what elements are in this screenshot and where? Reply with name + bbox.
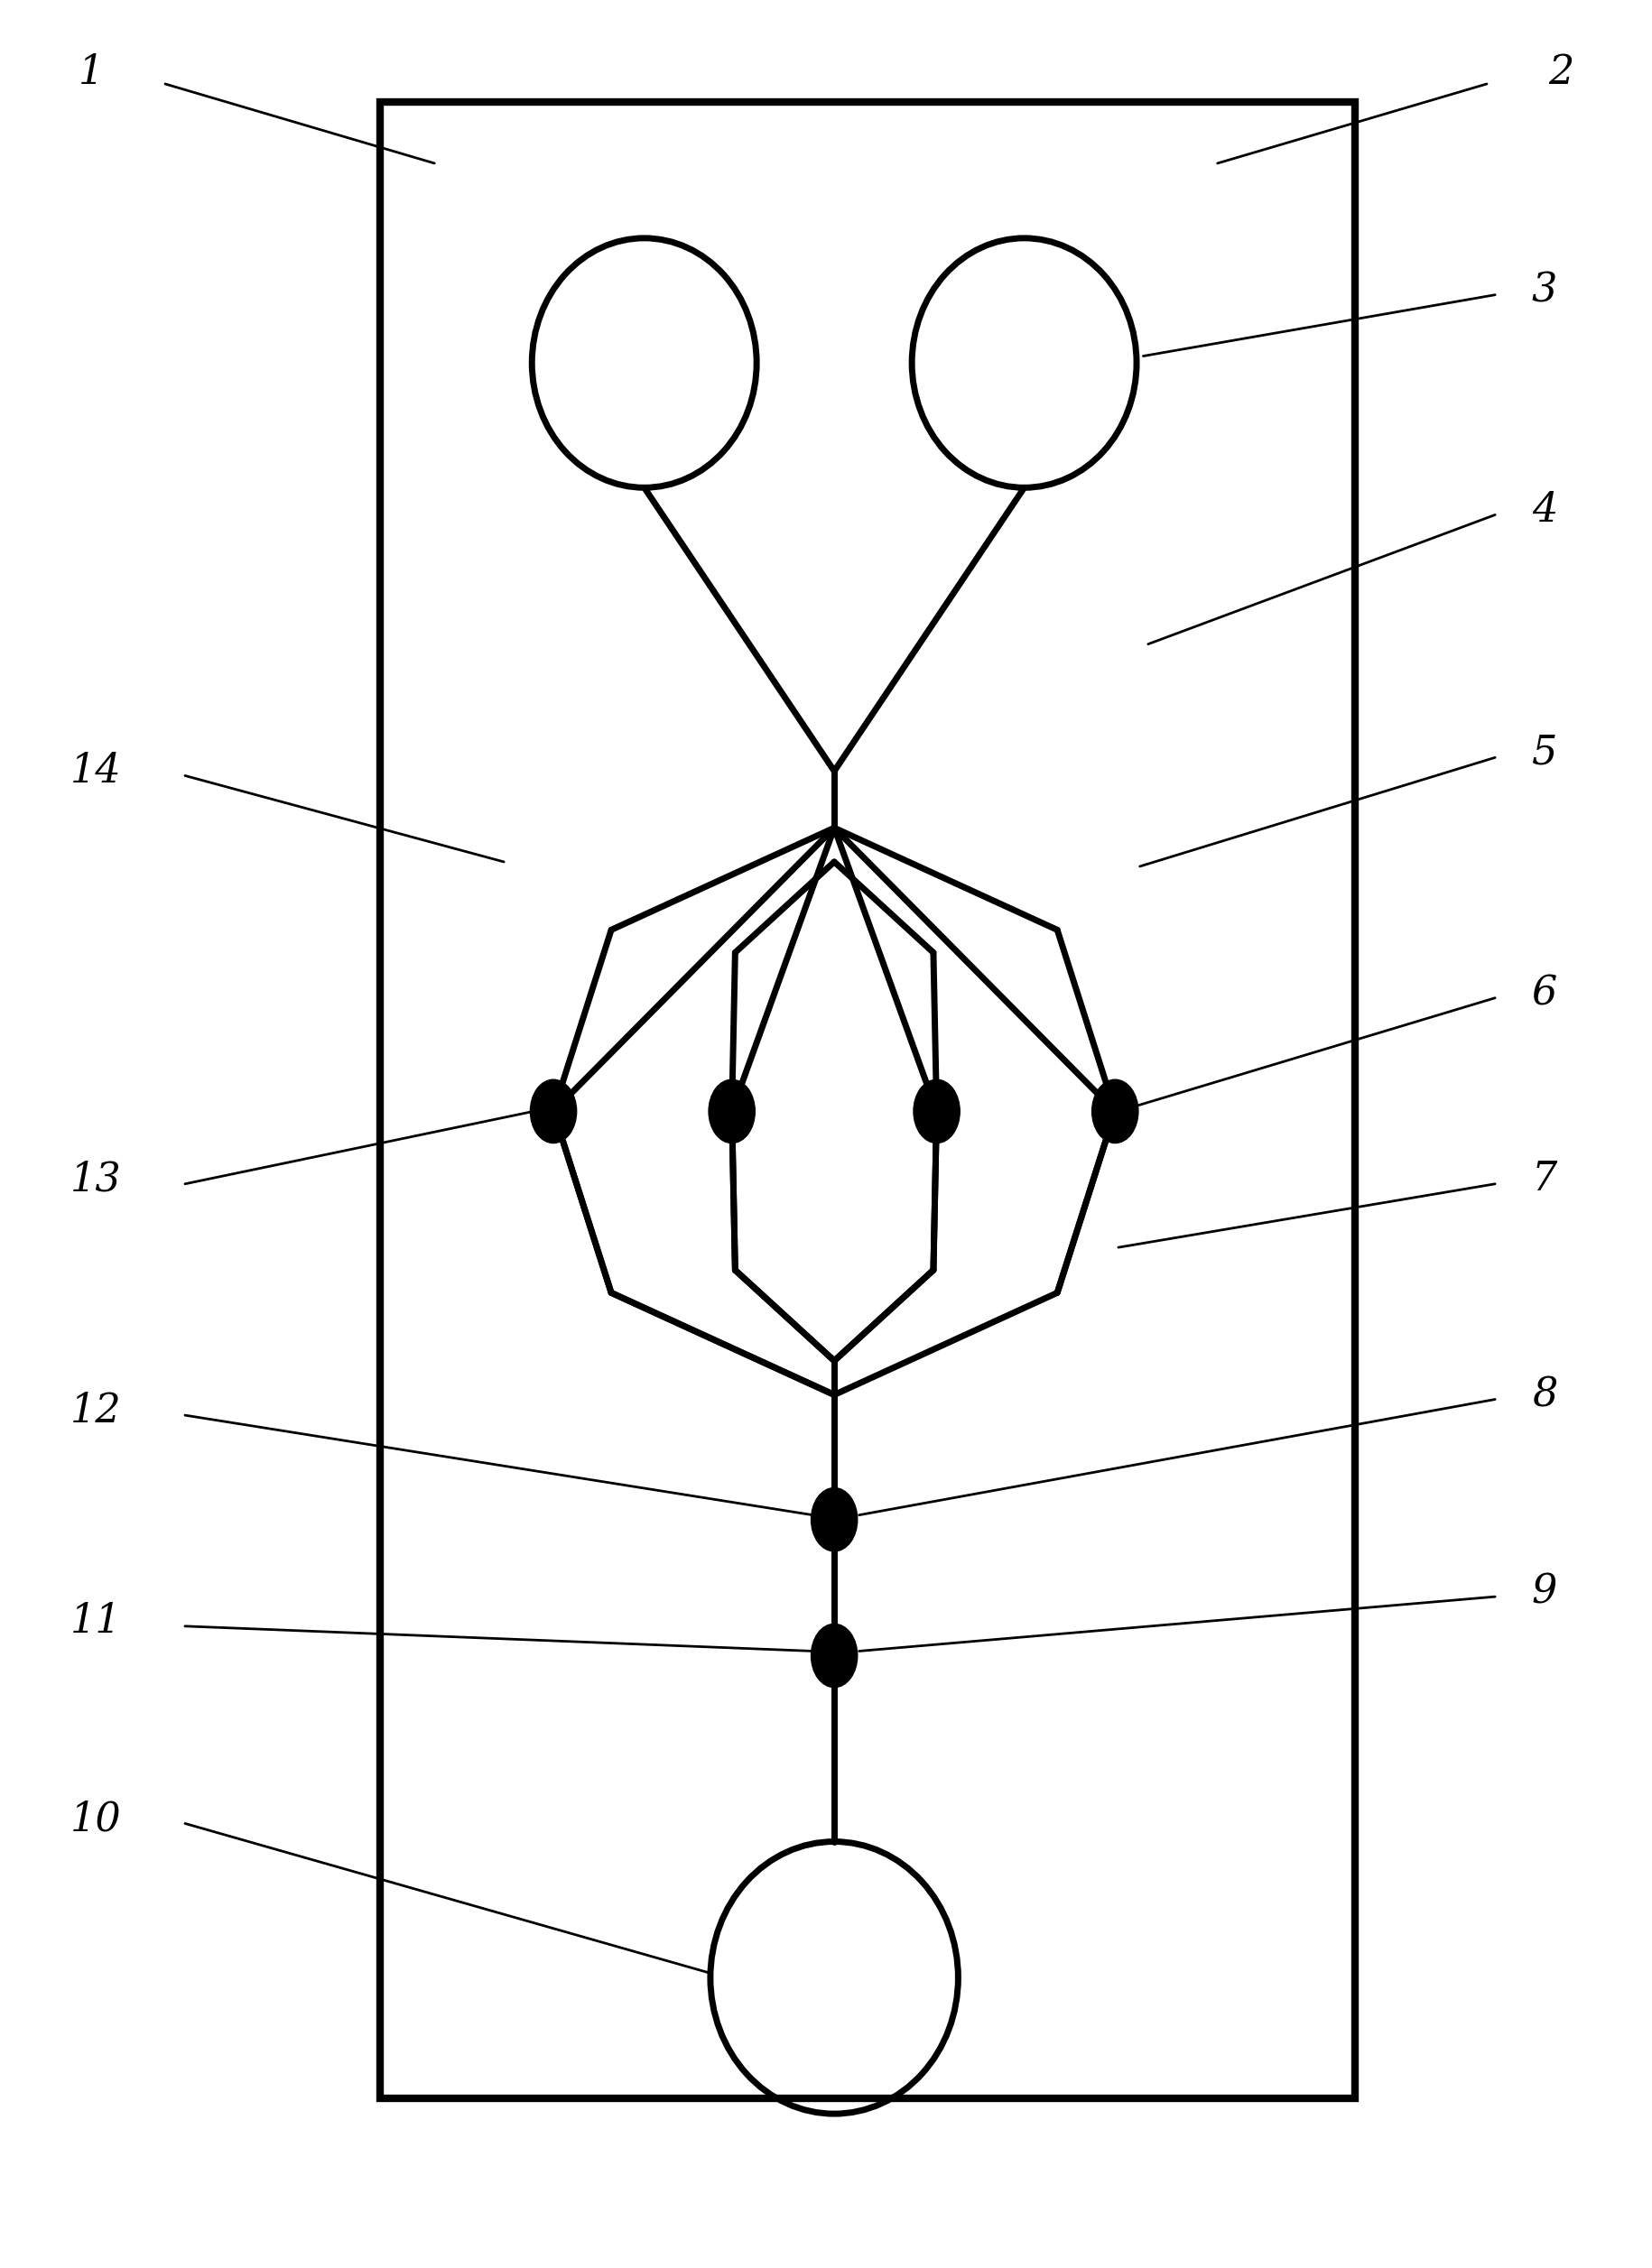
Text: 1: 1 (78, 52, 104, 93)
Circle shape (530, 1080, 577, 1143)
Text: 2: 2 (1548, 52, 1574, 93)
Text: 3: 3 (1531, 270, 1558, 311)
Text: 13: 13 (69, 1159, 122, 1200)
Text: 6: 6 (1531, 973, 1558, 1014)
Circle shape (811, 1488, 857, 1551)
Text: 7: 7 (1531, 1159, 1558, 1200)
Text: 11: 11 (69, 1601, 122, 1642)
Text: 9: 9 (1531, 1572, 1558, 1613)
Bar (380, 102, 1355, 2098)
Text: 12: 12 (69, 1390, 122, 1431)
Circle shape (811, 1624, 857, 1687)
Text: 14: 14 (69, 751, 122, 792)
Circle shape (709, 1080, 755, 1143)
Text: 5: 5 (1531, 733, 1558, 773)
Text: 8: 8 (1531, 1374, 1558, 1415)
Text: 4: 4 (1531, 490, 1558, 531)
Circle shape (1092, 1080, 1138, 1143)
Circle shape (914, 1080, 960, 1143)
Text: 10: 10 (69, 1799, 122, 1839)
